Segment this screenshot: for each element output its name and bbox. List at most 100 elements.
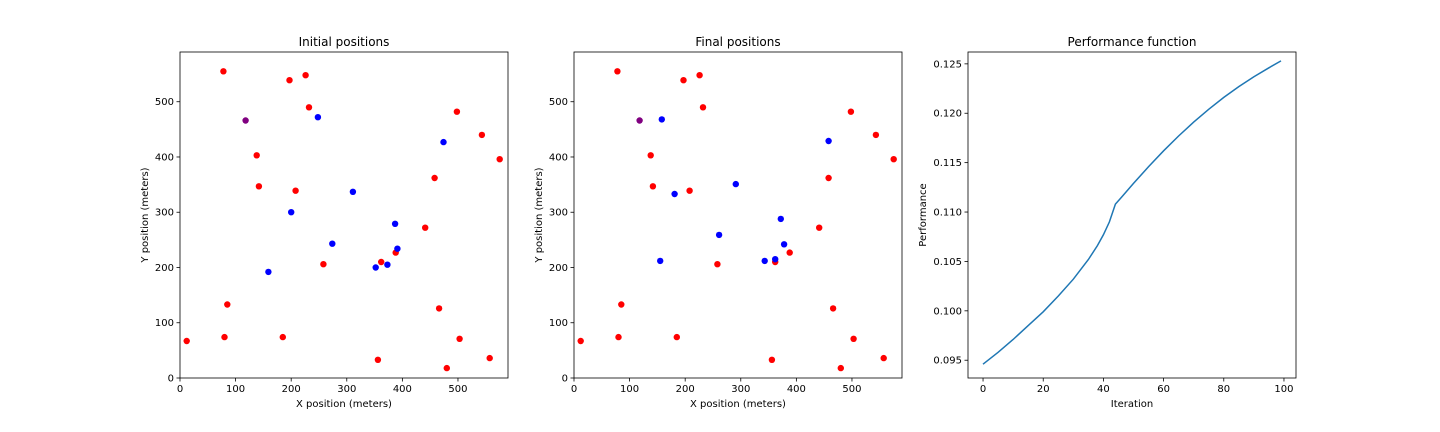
chart-title: Performance function [1068, 35, 1197, 49]
point-red-4 [847, 108, 855, 115]
y-tick-label: 400 [155, 152, 174, 163]
y-tick-label: 200 [549, 263, 568, 274]
axes-frame [179, 51, 509, 379]
point-red-20 [850, 335, 857, 342]
y-tick-label: 0.120 [933, 109, 962, 120]
x-tick-label: 80 [1217, 384, 1230, 395]
axes-frame [967, 51, 1297, 379]
point-red-9 [686, 187, 693, 194]
point-red-20 [456, 335, 463, 342]
point-red-0 [614, 68, 621, 75]
point-red-7 [253, 152, 260, 159]
chart-title: Final positions [695, 35, 780, 49]
point-blue-1 [825, 137, 832, 145]
y-axis-label: Y position (meters) [140, 167, 151, 263]
point-red-16 [615, 333, 622, 341]
y-tick-label: 0 [168, 374, 174, 385]
point-red-23 [837, 364, 844, 372]
point-red-21 [880, 354, 887, 362]
point-red-6 [496, 156, 503, 163]
x-axis-label: X position (meters) [296, 399, 392, 410]
point-blue-2 [349, 188, 357, 195]
point-red-11 [422, 224, 429, 231]
point-red-1 [286, 77, 293, 84]
point-red-10 [431, 174, 438, 182]
point-blue-6 [394, 245, 401, 252]
x-tick-label: 0 [177, 384, 183, 395]
point-blue-2 [671, 190, 678, 198]
point-blue-5 [780, 241, 788, 248]
x-tick-label: 300 [337, 384, 356, 395]
point-red-2 [302, 72, 309, 79]
point-red-14 [786, 249, 793, 256]
x-tick-label: 0 [980, 384, 986, 395]
y-tick-label: 0.110 [933, 208, 962, 219]
x-tick-label: 300 [731, 384, 750, 395]
x-tick-label: 100 [620, 384, 639, 395]
y-tick-label: 0.100 [933, 306, 962, 317]
chart-panel-3: 0 20 40 60 80 100 0.095 0.100 0.105 0.110 0.115 0.1… [918, 35, 1297, 410]
point-blue-7 [265, 268, 272, 276]
point-red-6 [890, 156, 897, 163]
x-tick-label: 0 [571, 384, 577, 395]
y-axis-label: Performance [918, 183, 929, 246]
y-tick-label: 500 [549, 97, 568, 108]
point-blue-7 [657, 257, 664, 265]
y-tick-label: 0.095 [933, 356, 962, 367]
y-tick-label: 400 [549, 152, 568, 163]
point-blue-0 [658, 116, 665, 123]
point-red-8 [649, 183, 657, 190]
point-red-3 [699, 104, 707, 111]
point-red-3 [305, 104, 313, 111]
point-red-22 [768, 356, 776, 363]
point-red-18 [183, 337, 190, 345]
y-tick-label: 0.115 [933, 158, 962, 169]
x-axis-label: X position (meters) [690, 399, 786, 410]
x-tick-label: 20 [1037, 384, 1050, 395]
x-tick-label: 100 [226, 384, 245, 395]
point-red-18 [577, 337, 584, 345]
point-purple-0 [242, 117, 249, 124]
point-red-12 [714, 261, 721, 268]
x-tick-label: 400 [393, 384, 412, 395]
y-tick-label: 0.105 [933, 257, 962, 268]
point-red-2 [696, 72, 703, 79]
y-tick-label: 100 [549, 318, 568, 329]
point-red-16 [221, 333, 228, 341]
point-red-9 [292, 187, 299, 194]
point-red-23 [443, 364, 450, 372]
point-red-19 [435, 305, 443, 312]
point-red-17 [279, 333, 286, 341]
point-red-21 [486, 354, 493, 362]
y-axis-label: Y position (meters) [534, 167, 545, 263]
point-blue-9 [772, 256, 779, 263]
point-red-12 [320, 261, 327, 268]
point-red-5 [478, 131, 486, 139]
point-blue-0 [314, 114, 322, 121]
x-tick-label: 40 [1097, 384, 1110, 395]
chart-panel-2: 0 100 200 300 400 500 0 100 200 300 400 500 Final po… [534, 35, 903, 410]
x-tick-label: 400 [787, 384, 806, 395]
point-blue-4 [777, 215, 784, 223]
x-tick-label: 500 [448, 384, 467, 395]
y-tick-label: 200 [155, 263, 174, 274]
point-red-15 [224, 301, 231, 308]
point-blue-5 [329, 240, 336, 247]
x-axis-label: Iteration [1111, 399, 1153, 410]
point-blue-6 [715, 231, 723, 239]
point-red-0 [220, 68, 227, 75]
point-blue-1 [440, 138, 447, 146]
performance-line [982, 60, 1282, 365]
point-purple-0 [636, 117, 643, 124]
x-tick-label: 100 [1274, 384, 1293, 395]
point-blue-4 [391, 220, 399, 227]
chart-title: Initial positions [299, 35, 390, 49]
y-tick-label: 100 [155, 318, 174, 329]
x-tick-label: 200 [282, 384, 301, 395]
chart-panel-1: 0 100 200 300 400 500 0 100 200 300 400 500 Initial … [140, 35, 509, 410]
point-blue-8 [372, 264, 379, 271]
point-red-15 [618, 301, 625, 308]
point-red-22 [374, 356, 382, 363]
point-red-5 [872, 131, 880, 139]
